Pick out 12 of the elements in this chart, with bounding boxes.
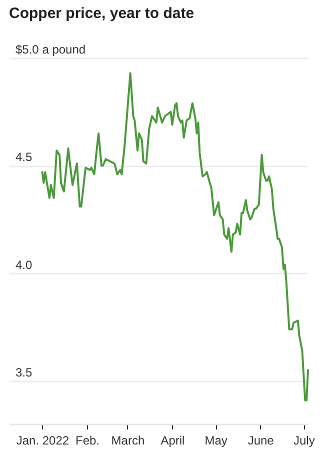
x-tick-label: Jan. 2022 [16,434,70,448]
x-tick-label: April [160,434,185,448]
y-tick-label: 4.0 [16,258,33,272]
x-tick-label: March [111,434,145,448]
x-tick-label: July [293,434,315,448]
y-tick-label: 4.5 [16,150,33,164]
chart-title: Copper price, year to date [9,5,194,22]
y-tick-label: $5.0 a pound [16,42,86,56]
y-tick-label: 3.5 [16,365,33,380]
x-tick-label: June [248,434,274,448]
x-tick-label: Feb. [75,434,100,448]
x-tick-label: May [204,434,228,448]
